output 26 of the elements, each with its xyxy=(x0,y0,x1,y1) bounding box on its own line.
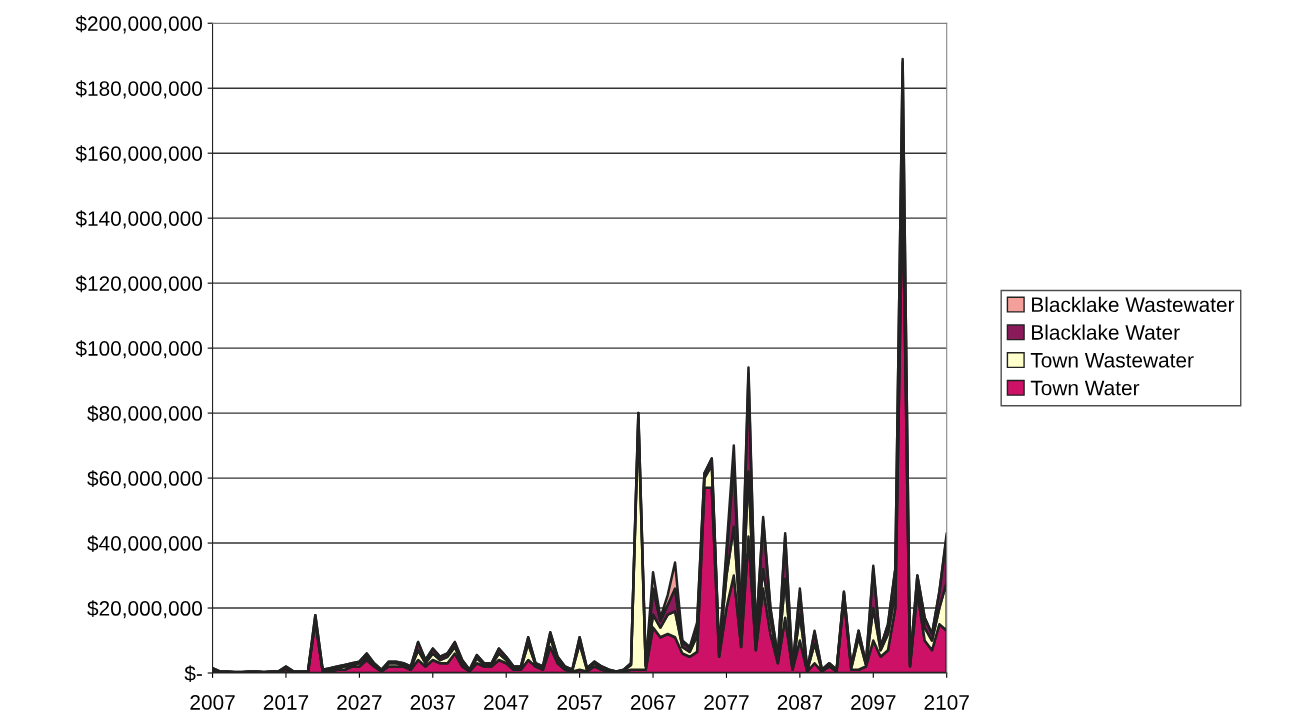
y-tick-label: $100,000,000 xyxy=(75,340,203,359)
y-tick-label: $80,000,000 xyxy=(87,405,203,424)
x-tick-label: 2077 xyxy=(704,695,749,710)
x-tick-label: 2027 xyxy=(337,695,382,710)
legend-label: Blacklake Wastewater xyxy=(1032,296,1235,313)
y-tick-label: $140,000,000 xyxy=(75,210,203,229)
y-tick-label: $40,000,000 xyxy=(87,535,203,554)
y-tick-label: $200,000,000 xyxy=(75,15,203,34)
x-tick-label: 2047 xyxy=(484,695,529,710)
x-tick-label: 2037 xyxy=(410,695,455,710)
y-tick-label: $60,000,000 xyxy=(87,470,203,489)
x-tick-label: 2017 xyxy=(263,695,309,710)
x-tick-label: 2057 xyxy=(557,695,602,710)
legend-label: Town Water xyxy=(1030,380,1140,396)
y-tick-label: $180,000,000 xyxy=(75,80,203,99)
x-tick-label: 2087 xyxy=(777,695,822,710)
y-tick-label: $120,000,000 xyxy=(75,275,203,294)
y-tick-label: $160,000,000 xyxy=(75,145,203,164)
x-tick-label: 2007 xyxy=(190,695,235,710)
y-tick-label: $- xyxy=(184,665,202,682)
x-tick-label: 2067 xyxy=(630,695,676,710)
y-tick-label: $20,000,000 xyxy=(87,600,203,619)
x-tick-label: 2097 xyxy=(851,695,896,710)
x-tick-label: 2107 xyxy=(924,695,969,710)
legend-label: Blacklake Water xyxy=(1032,324,1180,340)
legend-label: Town Wastewater xyxy=(1030,353,1194,368)
